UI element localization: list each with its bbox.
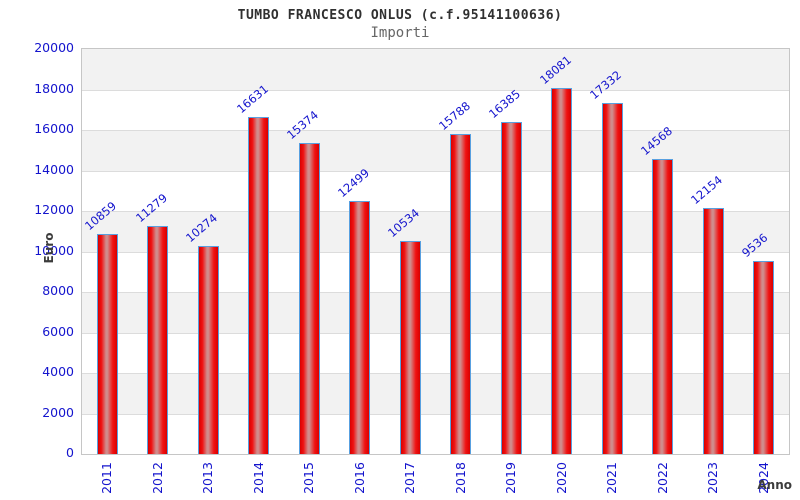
y-tick-label: 6000 (42, 323, 74, 339)
y-tick-label: 10000 (34, 242, 74, 258)
x-tick-label: 2014 (250, 462, 266, 494)
grid-line (82, 332, 789, 334)
grid-line (82, 170, 789, 172)
bar (551, 88, 573, 454)
bar (753, 261, 775, 454)
grid-band (82, 332, 789, 373)
x-tick-label: 2012 (149, 462, 165, 494)
bar (349, 201, 371, 454)
y-tick-label: 8000 (42, 283, 74, 298)
y-tick-label: 16000 (34, 121, 74, 136)
x-tick-label: 2017 (402, 462, 418, 494)
bar (450, 134, 472, 454)
x-tick-label: 2023 (705, 462, 721, 494)
y-tick-label: 2000 (42, 404, 74, 420)
grid-line (82, 251, 789, 253)
grid-band (82, 89, 789, 130)
grid-band (82, 413, 789, 454)
y-tick-label: 4000 (42, 364, 74, 379)
bar (652, 159, 674, 454)
y-tick-label: 0 (66, 445, 74, 460)
x-tick-label: 2016 (351, 462, 367, 494)
x-tick-label: 2018 (452, 462, 468, 494)
grid-band (82, 373, 789, 414)
chart-title: TUMBO FRANCESCO ONLUS (c.f.95141100636) (237, 8, 563, 23)
grid-line (82, 130, 789, 131)
grid-band (82, 251, 789, 292)
bar (248, 117, 270, 454)
grid-band (82, 292, 789, 333)
grid-band (82, 130, 789, 171)
x-tick-label: 2013 (200, 462, 216, 494)
bar (147, 226, 169, 454)
grid-line (82, 211, 789, 212)
bar (197, 246, 219, 454)
bar (601, 103, 623, 454)
x-tick-label: 2015 (301, 462, 317, 494)
grid-band (82, 49, 789, 90)
y-axis-title: Euro (42, 232, 56, 264)
plot-area (81, 48, 790, 455)
grid-line (82, 373, 789, 374)
bar (399, 241, 421, 454)
x-axis-title: Anno (757, 478, 792, 492)
x-tick-label: 2019 (503, 462, 519, 494)
y-tick-label: 18000 (34, 80, 74, 96)
x-tick-label: 2011 (99, 462, 115, 494)
y-tick-label: 14000 (34, 161, 74, 177)
bar (96, 234, 118, 454)
bar (500, 122, 522, 454)
x-tick-label: 2021 (604, 462, 620, 494)
grid-line (82, 413, 789, 415)
bar (702, 208, 724, 454)
y-tick-label: 20000 (34, 40, 74, 55)
chart-subtitle: Importi (370, 25, 430, 41)
y-tick-label: 12000 (34, 202, 74, 217)
x-tick-label: 2020 (553, 462, 569, 494)
grid-line (82, 89, 789, 91)
bar (298, 143, 320, 454)
grid-line (82, 292, 789, 293)
grid-band (82, 170, 789, 211)
x-tick-label: 2022 (654, 462, 670, 494)
